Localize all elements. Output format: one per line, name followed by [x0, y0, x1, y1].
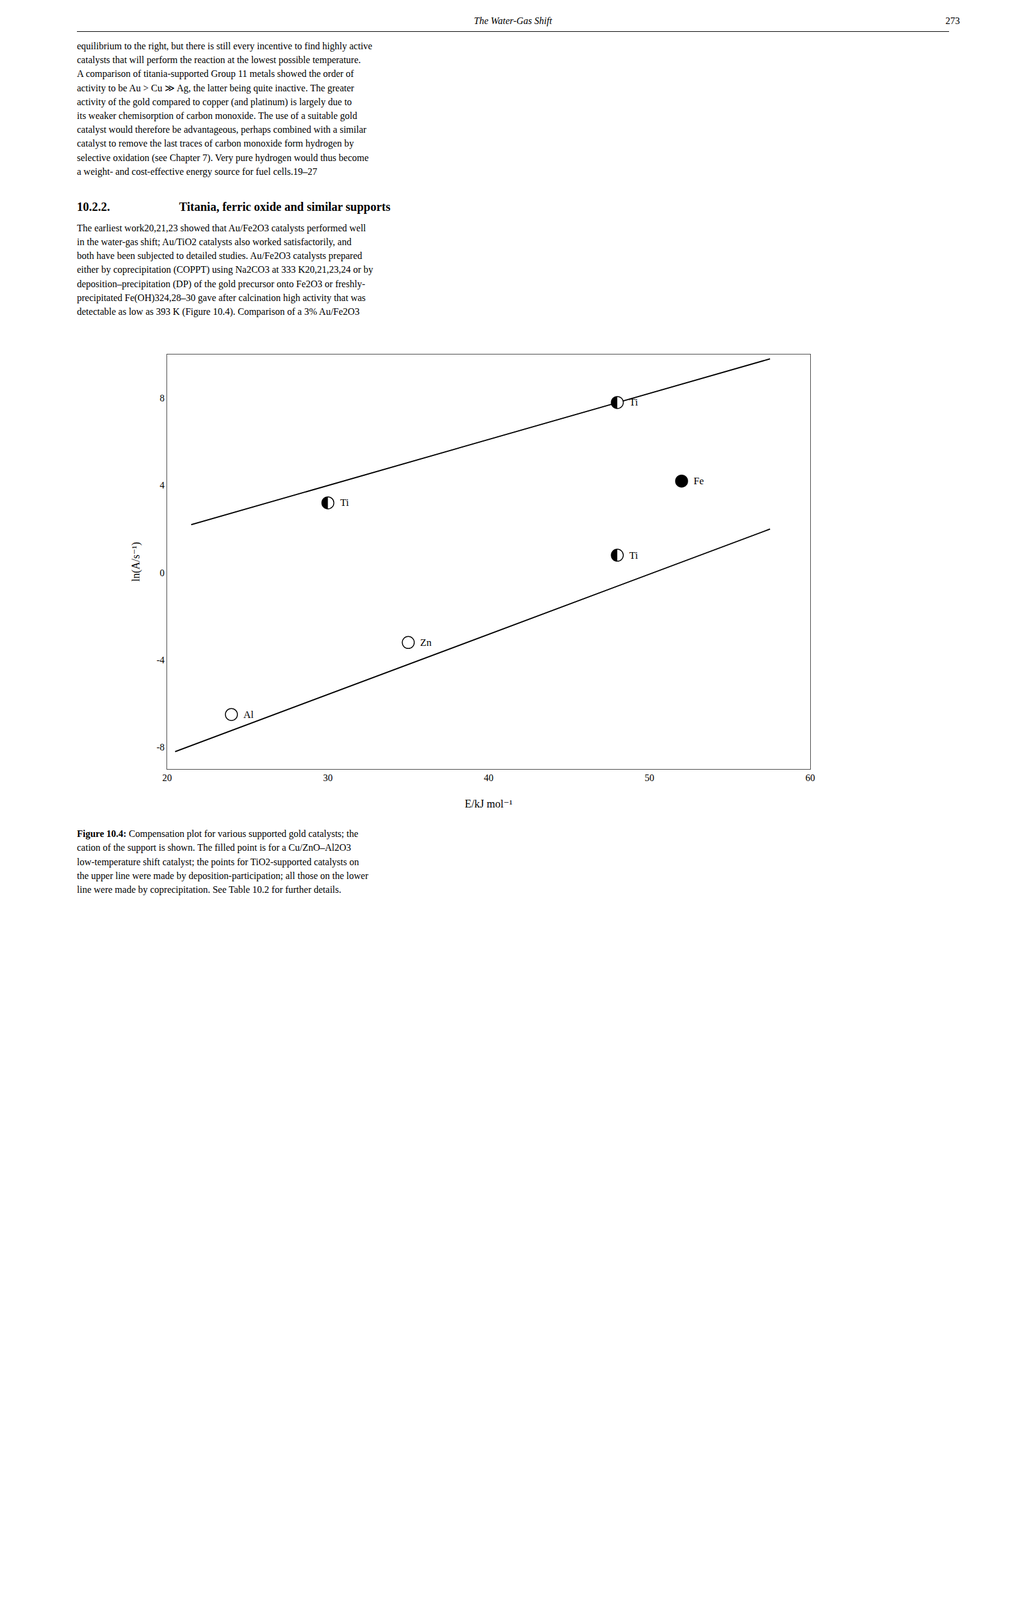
html-text:both have been subjected to de: both have been subjected to detailed stu…	[76, 250, 363, 262]
svg-text:4: 4	[159, 480, 165, 492]
svg-text:ln(A/s⁻¹): ln(A/s⁻¹)	[129, 542, 143, 582]
html-text:activity of the gold compared: activity of the gold compared to copper …	[76, 96, 352, 107]
html-text:equilibrium to the right, but: equilibrium to the right, but there is s…	[76, 40, 373, 52]
svg-text:50: 50	[644, 772, 655, 784]
html-text:in the water-gas shift; Au/TiO: in the water-gas shift; Au/TiO2 catalyst…	[76, 236, 352, 248]
html-text:its weaker chemisorption of ca: its weaker chemisorption of carbon monox…	[76, 110, 358, 121]
html-text:catalyst to remove the last tr: catalyst to remove the last traces of ca…	[76, 138, 354, 149]
html-text:10.2.2.: 10.2.2.	[76, 200, 110, 214]
svg-text:60: 60	[805, 772, 816, 784]
html-text:deposition–precipitation (DP): deposition–precipitation (DP) of the gol…	[76, 278, 366, 289]
svg-text:30: 30	[323, 772, 333, 784]
html-text:catalysts that will perform th: catalysts that will perform the reaction…	[76, 54, 361, 66]
svg-text:Fe: Fe	[693, 475, 704, 487]
html-text:detectable as low as 393 K (Fi: detectable as low as 393 K (Figure 10.4)…	[76, 306, 360, 317]
html-text:catalyst would therefore be ad: catalyst would therefore be advantageous…	[76, 124, 367, 135]
svg-text:40: 40	[483, 772, 494, 784]
html-text:273: 273	[945, 15, 960, 26]
html-text:a weight- and cost-effective e: a weight- and cost-effective energy sour…	[76, 166, 318, 177]
html-text:Figure 10.4: Compensation plot: Figure 10.4: Compensation plot for vario…	[76, 828, 369, 895]
html-text:The Water-Gas Shift: The Water-Gas Shift	[473, 15, 553, 26]
html-text:activity to be Au > Cu ≫ Ag, t: activity to be Au > Cu ≫ Ag, the latter …	[76, 82, 355, 93]
svg-text:20: 20	[162, 772, 172, 784]
svg-text:Ti: Ti	[629, 396, 639, 409]
html-text:either by coprecipitation (COP: either by coprecipitation (COPPT) using …	[76, 264, 374, 275]
svg-text:0: 0	[159, 567, 165, 579]
html-text:The earliest work20,21,23 show: The earliest work20,21,23 showed that Au…	[76, 222, 366, 234]
svg-text:-4: -4	[156, 655, 165, 666]
svg-text:E/kJ mol⁻¹: E/kJ mol⁻¹	[464, 798, 513, 811]
svg-text:8: 8	[159, 393, 165, 404]
svg-text:Zn: Zn	[420, 637, 432, 649]
svg-text:-8: -8	[156, 742, 165, 753]
html-text:precipitated Fe(OH)324,28–30 g: precipitated Fe(OH)324,28–30 gave after …	[76, 292, 366, 303]
html-text:selective oxidation (see Chapt: selective oxidation (see Chapter 7). Ver…	[76, 152, 369, 163]
svg-text:Ti: Ti	[340, 497, 350, 509]
html-text:A comparison of titania-suppor: A comparison of titania-supported Group …	[76, 68, 354, 79]
svg-text:Al: Al	[243, 709, 254, 721]
html-text:Titania, ferric oxide and simi: Titania, ferric oxide and similar suppor…	[179, 200, 391, 214]
svg-text:Ti: Ti	[629, 549, 639, 562]
